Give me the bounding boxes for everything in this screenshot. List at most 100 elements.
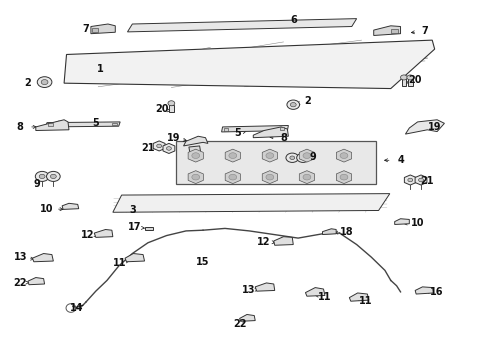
Polygon shape [32,253,53,262]
Bar [144,226,153,230]
Circle shape [191,153,199,158]
Bar [112,123,117,126]
Text: 1: 1 [97,64,104,74]
Polygon shape [188,146,200,153]
Circle shape [228,174,236,180]
Text: 7: 7 [82,24,89,35]
Circle shape [35,171,49,181]
Circle shape [41,80,48,85]
Text: 13: 13 [14,252,27,262]
Text: 8: 8 [280,133,286,143]
Circle shape [37,77,52,87]
Polygon shape [348,293,368,301]
Text: 19: 19 [167,133,180,143]
Polygon shape [64,40,434,89]
Text: 4: 4 [396,155,403,165]
Text: 2: 2 [24,78,31,88]
Circle shape [407,178,412,182]
Text: 5: 5 [233,129,240,138]
Polygon shape [91,24,115,34]
Polygon shape [255,283,274,291]
Bar [176,140,375,184]
Text: 11: 11 [318,292,331,302]
Circle shape [290,103,296,107]
Bar [390,29,397,33]
Bar [168,105,173,112]
Bar [279,127,284,130]
Circle shape [339,153,347,158]
Text: 9: 9 [34,179,41,189]
Polygon shape [394,219,408,225]
Text: 2: 2 [304,96,311,106]
Text: 8: 8 [17,122,23,132]
Polygon shape [113,194,389,212]
Text: 13: 13 [241,285,255,295]
Text: 9: 9 [309,152,316,162]
Text: 7: 7 [421,26,427,36]
Circle shape [265,153,273,158]
Text: 12: 12 [257,237,270,247]
Circle shape [303,153,310,158]
Circle shape [339,174,347,180]
Circle shape [289,156,294,159]
Polygon shape [221,126,288,132]
Polygon shape [94,229,113,237]
Circle shape [157,144,161,148]
Circle shape [228,153,236,158]
Polygon shape [273,237,293,245]
Polygon shape [125,253,144,262]
Circle shape [191,174,199,180]
Circle shape [296,153,309,162]
Polygon shape [36,120,69,131]
Bar [401,78,406,86]
Polygon shape [405,120,444,134]
Text: 3: 3 [129,206,136,216]
Circle shape [265,174,273,180]
Polygon shape [373,26,400,36]
Circle shape [39,174,45,179]
Polygon shape [62,203,79,210]
Text: 21: 21 [420,176,433,186]
Circle shape [46,171,60,181]
Circle shape [406,75,413,80]
Polygon shape [414,287,433,294]
Circle shape [303,174,310,180]
Text: 20: 20 [407,75,421,85]
Circle shape [50,174,56,179]
Text: 21: 21 [141,143,154,153]
Bar [48,123,53,126]
Text: 22: 22 [232,319,246,329]
Circle shape [166,147,171,150]
Text: 16: 16 [429,287,443,297]
Text: 17: 17 [128,222,141,232]
Text: 22: 22 [14,278,27,288]
Text: 19: 19 [427,122,441,132]
Polygon shape [127,19,356,32]
Text: 11: 11 [358,296,371,306]
Text: 10: 10 [40,204,54,214]
Circle shape [400,75,407,80]
Polygon shape [45,122,120,127]
Text: 10: 10 [410,218,424,228]
Text: 12: 12 [81,230,94,239]
Polygon shape [253,127,288,138]
Text: 5: 5 [92,118,99,128]
Bar [407,78,412,86]
Text: 15: 15 [196,257,209,267]
Circle shape [167,101,174,106]
Polygon shape [183,136,207,146]
Bar [223,128,228,131]
Text: 11: 11 [113,258,127,268]
Text: 6: 6 [289,15,296,26]
Polygon shape [28,278,44,285]
Text: 20: 20 [155,104,168,114]
Text: 14: 14 [69,303,83,314]
Circle shape [285,153,298,162]
Circle shape [418,178,423,182]
Circle shape [286,100,299,109]
Polygon shape [322,229,335,234]
Text: 18: 18 [339,227,353,237]
Bar [92,28,98,32]
Circle shape [300,156,305,159]
Polygon shape [239,315,255,321]
